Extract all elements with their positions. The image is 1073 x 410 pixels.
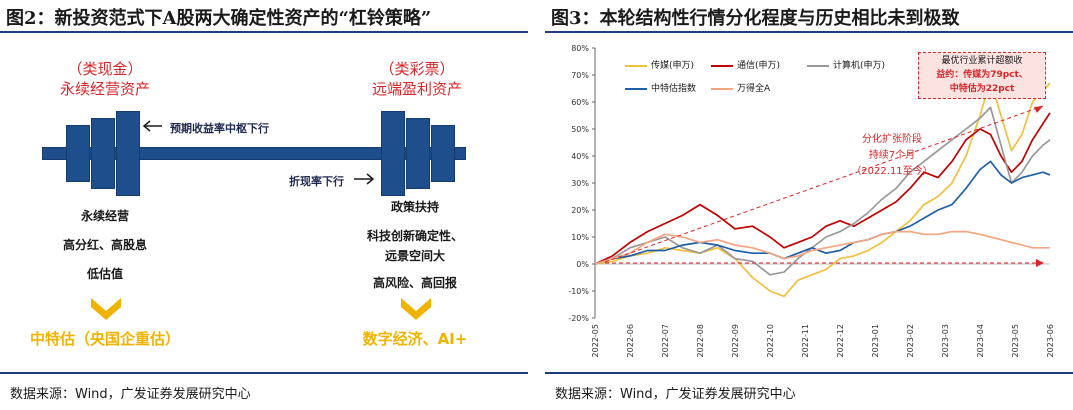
left-chevron-down-icon	[91, 298, 121, 320]
y-tick-label: 80%	[571, 44, 589, 53]
y-tick-label: 10%	[571, 233, 589, 242]
x-tick-label: 2023-03	[941, 324, 950, 357]
x-tick-label: 2022-08	[696, 324, 705, 357]
series-line-1	[594, 112, 1051, 265]
x-tick-label: 2022-11	[801, 324, 810, 357]
legend-swatch-wind-a	[711, 87, 733, 90]
barbell-right-plate-3	[431, 125, 455, 182]
y-tick-label: 30%	[571, 179, 589, 188]
left-panel: 图2：新投资范式下A股两大确定性资产的“杠铃策略” （类现金） 永续经营资产 （…	[0, 0, 528, 410]
x-tick-label: 2022-05	[591, 324, 600, 357]
legend-swatch-computer	[807, 64, 829, 67]
right-group-tag: （类彩票）	[379, 60, 455, 78]
left-title-rule	[0, 31, 528, 33]
series-line-4	[594, 230, 1050, 265]
barbell-bar	[42, 147, 466, 160]
left-figure-title: 图2：新投资范式下A股两大确定性资产的“杠铃策略”	[6, 8, 432, 29]
y-tick-label: 60%	[571, 98, 589, 107]
y-tick-label: 20%	[571, 206, 589, 215]
right-result: 数字经济、AI+	[362, 330, 468, 348]
x-tick-label: 2022-10	[766, 324, 775, 357]
y-tick-label: -10%	[568, 287, 589, 296]
barbell-right-plate-1	[381, 111, 405, 196]
right-bottom-rule	[545, 372, 1073, 374]
y-tick-label: 70%	[571, 71, 589, 80]
annotation-box: 最优行业累计超额收 益约：传媒为79pct、 中特估为22pct	[918, 52, 1046, 99]
legend-item-wind-a: 万得全A	[711, 81, 770, 94]
phase-line-2: 持续7个月	[868, 150, 916, 161]
trend-arrow-upper-head	[1034, 106, 1043, 113]
phase-annotation: 分化扩张阶段 持续7个月 （2022.11至今）	[847, 132, 937, 180]
right-title-rule	[545, 31, 1073, 33]
right-chevron-down-icon	[401, 298, 431, 320]
right-point-3: 远景空间大	[384, 249, 445, 263]
series-line-0	[594, 79, 1051, 298]
left-group-tag: （类现金）	[67, 60, 143, 78]
legend-swatch-cte	[625, 87, 647, 90]
phase-line-1: 分化扩张阶段	[862, 134, 922, 145]
legend-swatch-telecom	[711, 64, 733, 67]
left-point-3: 低估值	[86, 267, 123, 281]
x-tick-label: 2022-07	[661, 324, 670, 357]
right-source: 数据来源：Wind，广发证券发展研究中心	[555, 387, 796, 402]
left-source: 数据来源：Wind，广发证券发展研究中心	[10, 387, 251, 402]
x-tick-label: 2023-06	[1046, 324, 1055, 357]
annotation-box-line-1: 最优行业累计超额收	[941, 56, 1023, 66]
legend-item-telecom: 通信(申万)	[711, 58, 780, 71]
barbell-left-plate-2	[91, 118, 115, 189]
x-tick-label: 2023-02	[906, 324, 915, 357]
phase-line-3: （2022.11至今）	[851, 166, 933, 177]
x-tick-label: 2023-05	[1011, 324, 1020, 357]
left-result: 中特估（央国企重估）	[29, 330, 180, 348]
left-bottom-rule	[0, 372, 528, 374]
line-chart: -20% -10% 0% 10% 20% 30% 40% 50% 60% 70% 80% 2022-…	[568, 44, 1055, 357]
right-point-1: 政策扶持	[390, 200, 439, 214]
y-tick-label: -20%	[568, 314, 589, 323]
series-line-2	[594, 106, 1051, 276]
x-tick-label: 2022-12	[836, 324, 845, 357]
annotation-box-line-3: 中特估为22pct	[949, 84, 1015, 94]
x-tick-label: 2022-09	[731, 324, 740, 357]
x-tick-label: 2023-01	[871, 324, 880, 357]
legend-item-media: 传媒(申万)	[625, 58, 694, 71]
right-point-2: 科技创新确定性、	[366, 229, 463, 243]
right-point-4: 高风险、高回报	[372, 276, 457, 290]
legend-swatch-media	[625, 64, 647, 67]
left-point-2: 高分红、高股息	[62, 238, 147, 252]
y-tick-label: 50%	[571, 125, 589, 134]
upper-arrow-label: 预期收益率中枢下行	[170, 122, 269, 135]
barbell-left-plate-1	[66, 125, 90, 182]
x-tick-label: 2022-06	[626, 324, 635, 357]
lower-arrow-icon	[354, 173, 375, 185]
left-group-name: 永续经营资产	[59, 80, 150, 98]
y-tick-label: 0%	[576, 260, 589, 269]
annotation-box-line-2: 益约：传媒为79pct、	[936, 70, 1028, 80]
right-group-name: 远端盈利资产	[371, 80, 462, 98]
trend-arrow-upper	[604, 105, 1044, 263]
legend-item-cte: 中特估指数	[625, 81, 696, 94]
y-tick-label: 40%	[571, 152, 589, 161]
legend-item-computer: 计算机(申万)	[807, 58, 885, 71]
x-tick-label: 2023-04	[976, 324, 985, 357]
left-point-1: 永续经营	[80, 209, 129, 223]
lower-arrow-label: 折现率下行	[289, 175, 344, 188]
right-figure-title: 图3：本轮结构性行情分化程度与历史相比未到极致	[551, 8, 960, 29]
upper-arrow-icon	[142, 120, 162, 132]
barbell-left-plate-3	[116, 111, 140, 196]
right-panel: 图3：本轮结构性行情分化程度与历史相比未到极致 -20% -10% 0% 10% 20%…	[545, 0, 1073, 410]
barbell-right-plate-2	[406, 118, 430, 189]
trend-arrow-lower-head	[1036, 259, 1044, 267]
